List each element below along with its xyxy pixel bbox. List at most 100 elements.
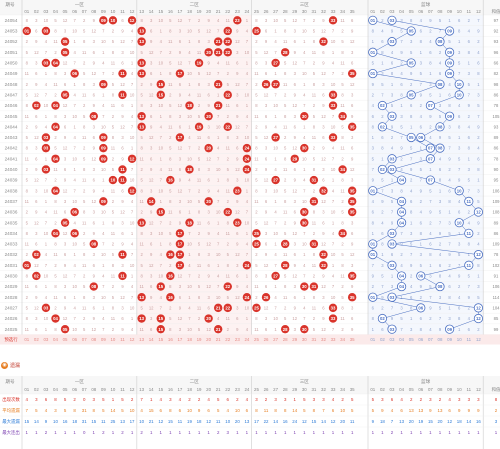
blue-ball-number: 04: [399, 178, 404, 183]
omission-value: 3: [294, 284, 297, 289]
blue-col-header: 09: [447, 9, 452, 14]
prediction-blue-cell[interactable]: 02: [380, 337, 385, 342]
omission-value: 12: [63, 18, 68, 23]
prediction-blue-cell[interactable]: 04: [399, 337, 404, 342]
prediction-blue-cell[interactable]: 07: [428, 337, 433, 342]
blue-ball-number: 03: [390, 295, 395, 300]
prediction-cell[interactable]: 21: [216, 337, 221, 342]
omission-value: 8: [341, 178, 344, 183]
blue-omission-value: 3: [420, 252, 423, 257]
prediction-cell[interactable]: 11: [120, 337, 125, 342]
omission-value: 5: [341, 82, 344, 87]
prediction-cell[interactable]: 08: [91, 337, 96, 342]
stats-value: 10: [53, 419, 58, 424]
prediction-cell[interactable]: 22: [225, 337, 230, 342]
omission-value: 3: [35, 188, 38, 193]
omission-value: 3: [64, 199, 67, 204]
blue-omission-value: 7: [391, 210, 394, 215]
omission-value: 9: [207, 188, 210, 193]
omission-value: 7: [332, 242, 335, 247]
omission-value: 1: [45, 242, 48, 247]
omission-value: 4: [102, 103, 105, 108]
prediction-cell[interactable]: 09: [101, 337, 106, 342]
prediction-cell[interactable]: 33: [331, 337, 336, 342]
red-ball-number: 05: [63, 220, 68, 225]
prediction-blue-cell[interactable]: 10: [457, 337, 462, 342]
prediction-cell[interactable]: 01: [24, 337, 29, 342]
omission-value: 12: [178, 18, 183, 23]
prediction-cell[interactable]: 28: [283, 337, 288, 342]
prediction-cell[interactable]: 24: [244, 337, 249, 342]
omission-value: 1: [303, 39, 306, 44]
prediction-blue-cell[interactable]: 01: [370, 337, 375, 342]
prediction-cell[interactable]: 26: [264, 337, 269, 342]
red-ball-number: 20: [206, 50, 211, 55]
prediction-blue-cell[interactable]: 08: [438, 337, 443, 342]
prediction-blue-cell[interactable]: 09: [447, 337, 452, 342]
blue-omission-value: 1: [420, 50, 423, 55]
prediction-cell[interactable]: 12: [130, 337, 135, 342]
omission-value: 10: [101, 124, 106, 129]
omission-value: 12: [292, 61, 297, 66]
prediction-cell[interactable]: 30: [302, 337, 307, 342]
prediction-cell[interactable]: 07: [82, 337, 87, 342]
prediction-cell[interactable]: 32: [321, 337, 326, 342]
prediction-cell[interactable]: 34: [340, 337, 345, 342]
omission-value: 8: [26, 316, 29, 321]
prediction-cell[interactable]: 19: [197, 337, 202, 342]
omission-value: 9: [294, 92, 297, 97]
prediction-blue-cell[interactable]: 03: [390, 337, 395, 342]
prediction-cell[interactable]: 20: [206, 337, 211, 342]
prediction-cell[interactable]: 10: [110, 337, 115, 342]
omission-value: 3: [207, 167, 210, 172]
omission-value: 7: [332, 199, 335, 204]
omission-value: 9: [207, 18, 210, 23]
omission-value: 12: [91, 156, 96, 161]
prediction-cell[interactable]: 06: [72, 337, 77, 342]
omission-value: 1: [131, 316, 134, 321]
prediction-cell[interactable]: 23: [235, 337, 240, 342]
prediction-blue-cell[interactable]: 11: [467, 337, 472, 342]
prediction-cell[interactable]: 16: [168, 337, 173, 342]
prediction-cell[interactable]: 31: [311, 337, 316, 342]
prediction-cell[interactable]: 15: [158, 337, 163, 342]
red-ball: [319, 37, 328, 46]
prediction-blue-cell[interactable]: 12: [476, 337, 481, 342]
blue-omission-value: 1: [448, 305, 451, 310]
prediction-cell[interactable]: 35: [350, 337, 355, 342]
prediction-row[interactable]: [0, 334, 500, 345]
prediction-cell[interactable]: 05: [63, 337, 68, 342]
prediction-cell[interactable]: 18: [187, 337, 192, 342]
stats-value: 8: [169, 408, 172, 413]
prediction-blue-cell[interactable]: 05: [409, 337, 414, 342]
issue-number: 24036: [5, 210, 18, 215]
prediction-cell[interactable]: 13: [139, 337, 144, 342]
omission-value: 11: [53, 39, 58, 44]
prediction-cell[interactable]: 14: [149, 337, 154, 342]
prediction-cell[interactable]: 27: [273, 337, 278, 342]
omission-value: 11: [226, 146, 231, 151]
prediction-cell[interactable]: 02: [34, 337, 39, 342]
blue-omission-value: 8: [381, 242, 384, 247]
omission-value: 10: [44, 103, 49, 108]
omission-value: 5: [255, 263, 258, 268]
red-ball-number: 04: [53, 231, 58, 236]
blue-ball: [387, 239, 397, 249]
prediction-cell[interactable]: 04: [53, 337, 58, 342]
stats-red-col-header: 32: [321, 387, 326, 392]
blue-ball: [387, 228, 397, 238]
prediction-cell[interactable]: 29: [292, 337, 297, 342]
red-ball: [70, 229, 79, 238]
omission-toggle-button[interactable]: ◉ 遗漏: [1, 360, 39, 370]
omission-value: 2: [169, 135, 172, 140]
omission-value: 3: [179, 156, 182, 161]
omission-value: 9: [121, 29, 124, 34]
prediction-cell[interactable]: 25: [254, 337, 259, 342]
prediction-cell[interactable]: 17: [177, 337, 182, 342]
prediction-blue-cell[interactable]: 06: [418, 337, 423, 342]
blue-omission-value: 7: [458, 71, 461, 76]
prediction-cell[interactable]: 03: [43, 337, 48, 342]
omission-value: 8: [83, 124, 86, 129]
omission-value: 1: [246, 316, 249, 321]
stats-value: 3: [169, 397, 172, 402]
